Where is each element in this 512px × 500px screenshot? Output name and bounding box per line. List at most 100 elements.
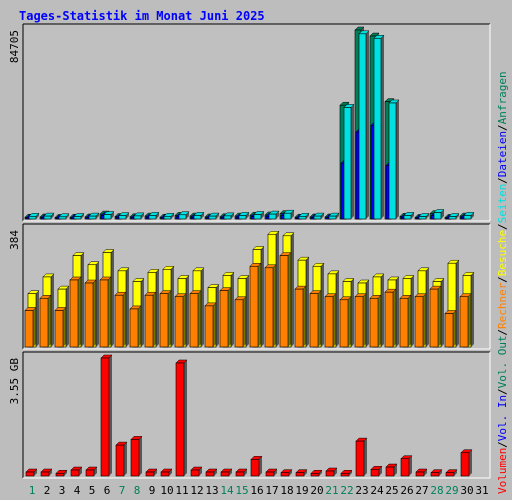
bar-volumen xyxy=(130,436,143,477)
bar-volumen xyxy=(115,441,128,477)
bar-seiten xyxy=(28,213,40,220)
y-max-label: 384 xyxy=(8,230,21,250)
legend-seiten: Seiten xyxy=(496,184,509,224)
legend-besuche: Besuche xyxy=(496,230,509,276)
bar-seiten xyxy=(88,212,100,220)
bar-volumen xyxy=(85,466,98,477)
x-tick-label: 12 xyxy=(190,484,203,497)
bar-seiten xyxy=(193,212,205,220)
bar-volumen xyxy=(280,469,293,477)
bar-seiten xyxy=(118,212,130,220)
bar-seiten xyxy=(373,35,385,220)
bar-rechner xyxy=(459,293,472,348)
bar-volumen xyxy=(445,469,458,477)
x-tick-label: 15 xyxy=(235,484,248,497)
bar-rechner xyxy=(369,295,382,348)
bar-seiten xyxy=(358,30,370,220)
bar-besuche xyxy=(447,259,460,348)
x-tick-label: 11 xyxy=(175,484,188,497)
bar-seiten xyxy=(253,211,265,220)
bar-seiten xyxy=(268,210,280,220)
bar-seiten xyxy=(238,212,250,220)
x-tick-label: 14 xyxy=(220,484,234,497)
bar-volumen xyxy=(415,468,428,477)
bar-seiten xyxy=(463,212,475,220)
bar-rechner xyxy=(414,293,427,348)
x-tick-label: 23 xyxy=(355,484,368,497)
x-tick-label: 10 xyxy=(160,484,173,497)
bar-rechner xyxy=(84,279,97,348)
x-tick-label: 3 xyxy=(59,484,66,497)
bar-rechner xyxy=(249,263,262,348)
bar-volumen xyxy=(340,470,353,477)
bar-rechner xyxy=(159,290,172,348)
bar-rechner xyxy=(129,305,142,348)
bar-rechner xyxy=(99,276,112,348)
bar-volumen xyxy=(460,449,473,477)
legend-vol-out: Vol. Out xyxy=(496,335,509,388)
bar-seiten xyxy=(178,211,190,220)
bar-seiten xyxy=(388,99,400,220)
x-tick-label: 2 xyxy=(44,484,51,497)
legend-separator: / xyxy=(496,124,509,131)
bar-rechner xyxy=(234,296,247,348)
legend-separator: / xyxy=(496,223,509,230)
x-tick-label: 7 xyxy=(119,484,126,497)
bar-rechner xyxy=(189,290,202,348)
bar-volumen xyxy=(355,437,368,477)
x-tick-label: 24 xyxy=(370,484,384,497)
bar-seiten xyxy=(43,212,55,220)
legend-anfragen: Anfragen xyxy=(496,71,509,124)
bar-seiten xyxy=(418,213,430,220)
bar-seiten xyxy=(223,212,235,220)
x-tick-label: 22 xyxy=(340,484,353,497)
x-tick-label: 4 xyxy=(74,484,81,497)
panel-1: 84705 xyxy=(8,23,491,222)
x-tick-label: 1 xyxy=(29,484,36,497)
bar-volumen xyxy=(160,468,173,477)
legend-separator: / xyxy=(496,177,509,184)
x-tick-label: 19 xyxy=(295,484,308,497)
x-tick-label: 21 xyxy=(325,484,338,497)
x-axis-labels: 1 2 3 4 5 6 7 8 9 10 11 12 13 14 15 16 17 18 19 20 21 22 23 24 2… xyxy=(29,484,489,497)
bar-rechner xyxy=(339,296,352,348)
panel-3: 3.55 GB xyxy=(8,351,491,479)
bar-rechner xyxy=(294,285,307,348)
x-tick-label: 6 xyxy=(104,484,111,497)
bar-volumen xyxy=(100,354,113,477)
bar-volumen xyxy=(175,359,188,477)
bar-rechner xyxy=(24,307,37,348)
bar-seiten xyxy=(73,213,85,220)
x-tick-label: 9 xyxy=(149,484,156,497)
x-tick-label: 8 xyxy=(134,484,141,497)
bar-volumen xyxy=(220,468,233,477)
bar-volumen xyxy=(370,466,383,477)
bar-seiten xyxy=(163,213,175,220)
bar-rechner xyxy=(54,307,67,348)
bar-seiten xyxy=(298,213,310,220)
panel-background xyxy=(23,24,490,221)
bar-rechner xyxy=(399,295,412,348)
x-tick-label: 18 xyxy=(280,484,293,497)
y-max-label: 3.55 GB xyxy=(8,358,21,405)
bar-volumen xyxy=(385,463,398,477)
bar-rechner xyxy=(384,288,397,348)
bar-rechner xyxy=(429,285,442,348)
legend-volumen: Volumen xyxy=(496,448,509,494)
bar-rechner xyxy=(279,252,292,348)
x-tick-label: 17 xyxy=(265,484,278,497)
bar-seiten xyxy=(448,213,460,220)
bar-seiten xyxy=(208,212,220,220)
x-tick-label: 25 xyxy=(385,484,398,497)
x-tick-label: 13 xyxy=(205,484,218,497)
bar-rechner xyxy=(204,302,217,348)
bar-seiten xyxy=(103,211,115,220)
bar-seiten xyxy=(403,212,415,220)
bar-volumen xyxy=(55,470,68,477)
bar-volumen xyxy=(190,466,203,477)
bar-volumen xyxy=(25,468,38,477)
bar-volumen xyxy=(145,468,158,477)
bar-rechner xyxy=(324,293,337,348)
chart-panels: 84705 384 3.55 GB xyxy=(8,23,491,479)
